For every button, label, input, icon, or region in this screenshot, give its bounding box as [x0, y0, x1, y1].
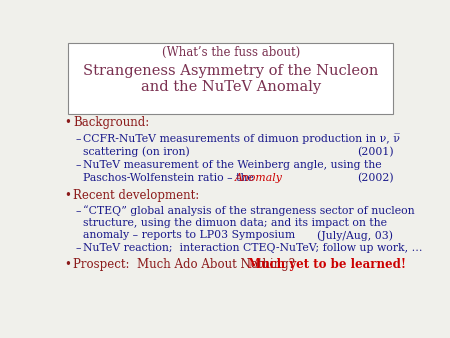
Text: Paschos-Wolfenstein ratio – the: Paschos-Wolfenstein ratio – the: [83, 173, 257, 184]
Text: scattering (on iron): scattering (on iron): [83, 147, 190, 158]
Text: “CTEQ” global analysis of the strangeness sector of nucleon: “CTEQ” global analysis of the strangenes…: [83, 206, 415, 216]
Text: anomaly – reports to LP03 Symposium: anomaly – reports to LP03 Symposium: [83, 231, 296, 240]
Text: (2001): (2001): [357, 147, 393, 158]
Text: –: –: [76, 134, 81, 144]
Text: •: •: [64, 189, 71, 202]
Text: •: •: [64, 258, 71, 271]
Text: •: •: [64, 116, 71, 129]
Text: (July/Aug, 03): (July/Aug, 03): [317, 230, 393, 241]
Text: –: –: [76, 243, 81, 253]
Text: NuTeV measurement of the Weinberg angle, using the: NuTeV measurement of the Weinberg angle,…: [83, 160, 382, 170]
Text: (What’s the fuss about): (What’s the fuss about): [162, 46, 300, 59]
Text: (2002): (2002): [357, 173, 393, 184]
Text: –: –: [76, 206, 81, 216]
Text: Anomaly: Anomaly: [234, 173, 283, 184]
Text: –: –: [76, 160, 81, 170]
Text: structure, using the dimuon data; and its impact on the: structure, using the dimuon data; and it…: [83, 218, 387, 228]
Text: Recent development:: Recent development:: [73, 189, 199, 202]
FancyBboxPatch shape: [68, 43, 393, 114]
Text: NuTeV reaction;  interaction CTEQ-NuTeV; follow up work, …: NuTeV reaction; interaction CTEQ-NuTeV; …: [83, 243, 423, 253]
Text: Prospect:  Much Ado About Nothing?: Prospect: Much Ado About Nothing?: [73, 258, 295, 271]
Text: Strangeness Asymmetry of the Nucleon: Strangeness Asymmetry of the Nucleon: [83, 64, 378, 78]
Text: CCFR-NuTeV measurements of dimuon production in ν, ν̅: CCFR-NuTeV measurements of dimuon produc…: [83, 134, 400, 144]
Text: Background:: Background:: [73, 116, 149, 129]
Text: Much yet to be learned!: Much yet to be learned!: [248, 258, 406, 271]
Text: and the NuTeV Anomaly: and the NuTeV Anomaly: [140, 80, 321, 94]
